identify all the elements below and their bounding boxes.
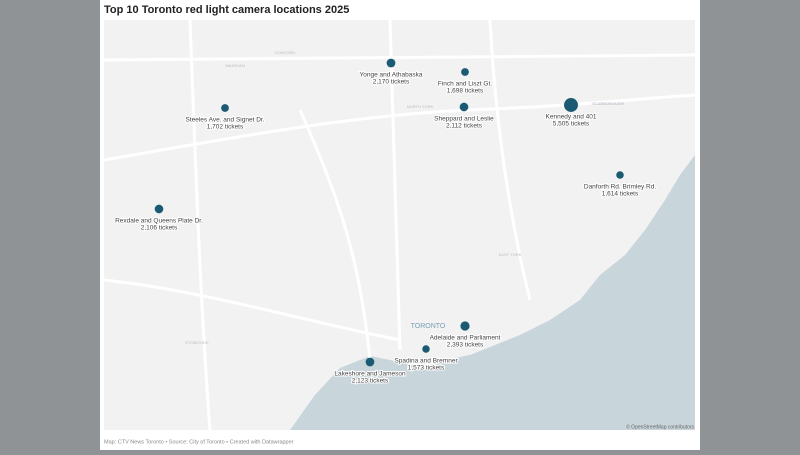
location-tickets: 1,698 tickets bbox=[447, 88, 484, 95]
place-labels: TORONTO NORTH YORK SCARBOROUGH EAST YORK ETO… bbox=[185, 50, 624, 345]
location-tickets: 2,393 tickets bbox=[447, 342, 484, 349]
location-bubble bbox=[564, 98, 578, 112]
basemap bbox=[103, 19, 696, 431]
location-bubble bbox=[154, 204, 164, 214]
title: Top 10 Toronto red light camera location… bbox=[104, 4, 349, 16]
location-name: Kennedy and 401 bbox=[546, 114, 597, 121]
lake-ontario bbox=[290, 155, 695, 430]
location-name: Rexdale and Queens Plate Dr. bbox=[115, 218, 203, 225]
location-name: Adelaide and Parliament bbox=[430, 335, 501, 342]
location-bubble bbox=[461, 68, 469, 76]
location-name: Finch and Liszt Gt. bbox=[438, 81, 492, 88]
location-tickets: 2,106 tickets bbox=[141, 225, 178, 232]
panel: Top 10 Toronto red light camera location… bbox=[100, 0, 700, 450]
location-name: Spadina and Bremner bbox=[394, 358, 458, 365]
place-label: TORONTO bbox=[411, 323, 446, 330]
location-tickets: 2,112 tickets bbox=[446, 123, 483, 130]
location-tickets: 1,573 tickets bbox=[408, 365, 445, 372]
location-bubble bbox=[616, 171, 624, 179]
place-label: EAST YORK bbox=[499, 252, 522, 257]
roads bbox=[103, 19, 696, 431]
location-tickets: 2,123 tickets bbox=[352, 378, 389, 385]
location-name: Danforth Rd. Brimley Rd. bbox=[584, 184, 656, 191]
location-name: Lakeshore and Jameson bbox=[334, 371, 406, 378]
location-name: Yonge and Athabaska bbox=[359, 72, 422, 79]
location-bubble bbox=[386, 58, 396, 68]
place-label: CONCORD bbox=[275, 50, 296, 55]
location-bubble bbox=[459, 102, 469, 112]
location-bubble bbox=[221, 104, 229, 112]
location-bubble bbox=[422, 345, 430, 353]
location-tickets: 5,505 tickets bbox=[553, 121, 590, 128]
location-name: Sheppard and Leslie bbox=[434, 116, 494, 123]
location-tickets: 1,614 tickets bbox=[602, 191, 639, 198]
map-card: Top 10 Toronto red light camera location… bbox=[103, 4, 696, 445]
place-label: ETOBICOKE bbox=[185, 340, 209, 345]
attribution: © OpenStreetMap contributors bbox=[626, 423, 694, 430]
location-bubble bbox=[365, 357, 375, 367]
location-tickets: 1,702 tickets bbox=[207, 124, 244, 131]
location-tickets: 2,170 tickets bbox=[373, 79, 410, 86]
place-label: VAUGHAN bbox=[225, 63, 245, 68]
location-bubble bbox=[460, 321, 470, 331]
place-label: SCARBOROUGH bbox=[592, 101, 624, 106]
place-label: NORTH YORK bbox=[407, 104, 434, 109]
location-name: Steeles Ave. and Signet Dr. bbox=[185, 117, 264, 124]
footer: Map: CTV News Toronto • Source: City of … bbox=[104, 439, 294, 445]
